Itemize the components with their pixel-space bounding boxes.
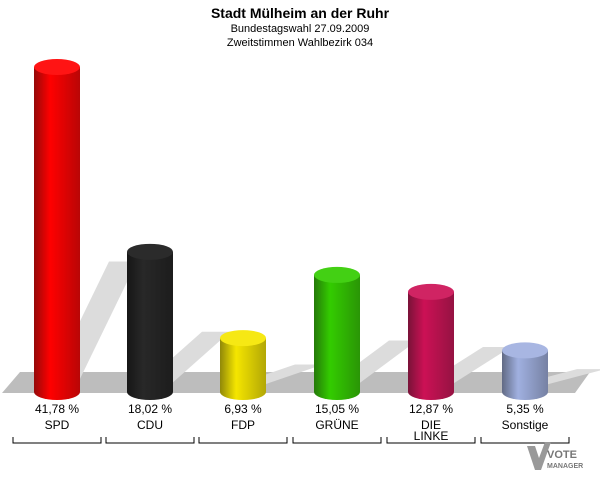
category-bracket (292, 437, 382, 444)
bar (408, 291, 454, 400)
value-label: 6,93 % (224, 402, 262, 416)
bar-top (34, 59, 80, 75)
value-label: 41,78 % (35, 402, 79, 416)
bar-top (220, 330, 266, 347)
category-label: SPD (45, 418, 70, 432)
bar (34, 67, 80, 400)
bar-top (408, 283, 454, 300)
bar-top (314, 266, 360, 283)
category-bracket (480, 437, 570, 444)
category-label: Sonstige (502, 418, 549, 432)
value-label: 18,02 % (128, 402, 172, 416)
chart-subtitle-2: Zweitstimmen Wahlbezirk 034 (226, 37, 374, 49)
chart-subtitle: Bundestagswahl 27.09.2009 (230, 23, 370, 35)
vote-manager-logo: VOTE MANAGER (525, 440, 597, 476)
category-label: FDP (231, 418, 255, 432)
bar-top (127, 243, 173, 260)
category-label: GRÜNE (315, 418, 358, 432)
logo-text-vote: VOTE (547, 449, 577, 461)
bar (220, 338, 266, 400)
bar-top (502, 342, 548, 359)
category-bracket (386, 437, 476, 444)
bar (502, 350, 548, 400)
category-label: DIE (421, 418, 441, 432)
chart-floor (2, 372, 590, 393)
bar (127, 251, 173, 400)
bar (314, 274, 360, 400)
category-bracket (198, 437, 288, 444)
logo-text-manager: MANAGER (547, 463, 583, 470)
value-label: 5,35 % (506, 402, 544, 416)
category-bracket (105, 437, 195, 444)
value-label: 15,05 % (315, 402, 359, 416)
category-bracket (12, 437, 102, 444)
category-label: LINKE (414, 429, 449, 443)
value-label: 12,87 % (409, 402, 453, 416)
category-label: CDU (137, 418, 163, 432)
chart-title: Stadt Mülheim an der Ruhr (210, 5, 390, 21)
